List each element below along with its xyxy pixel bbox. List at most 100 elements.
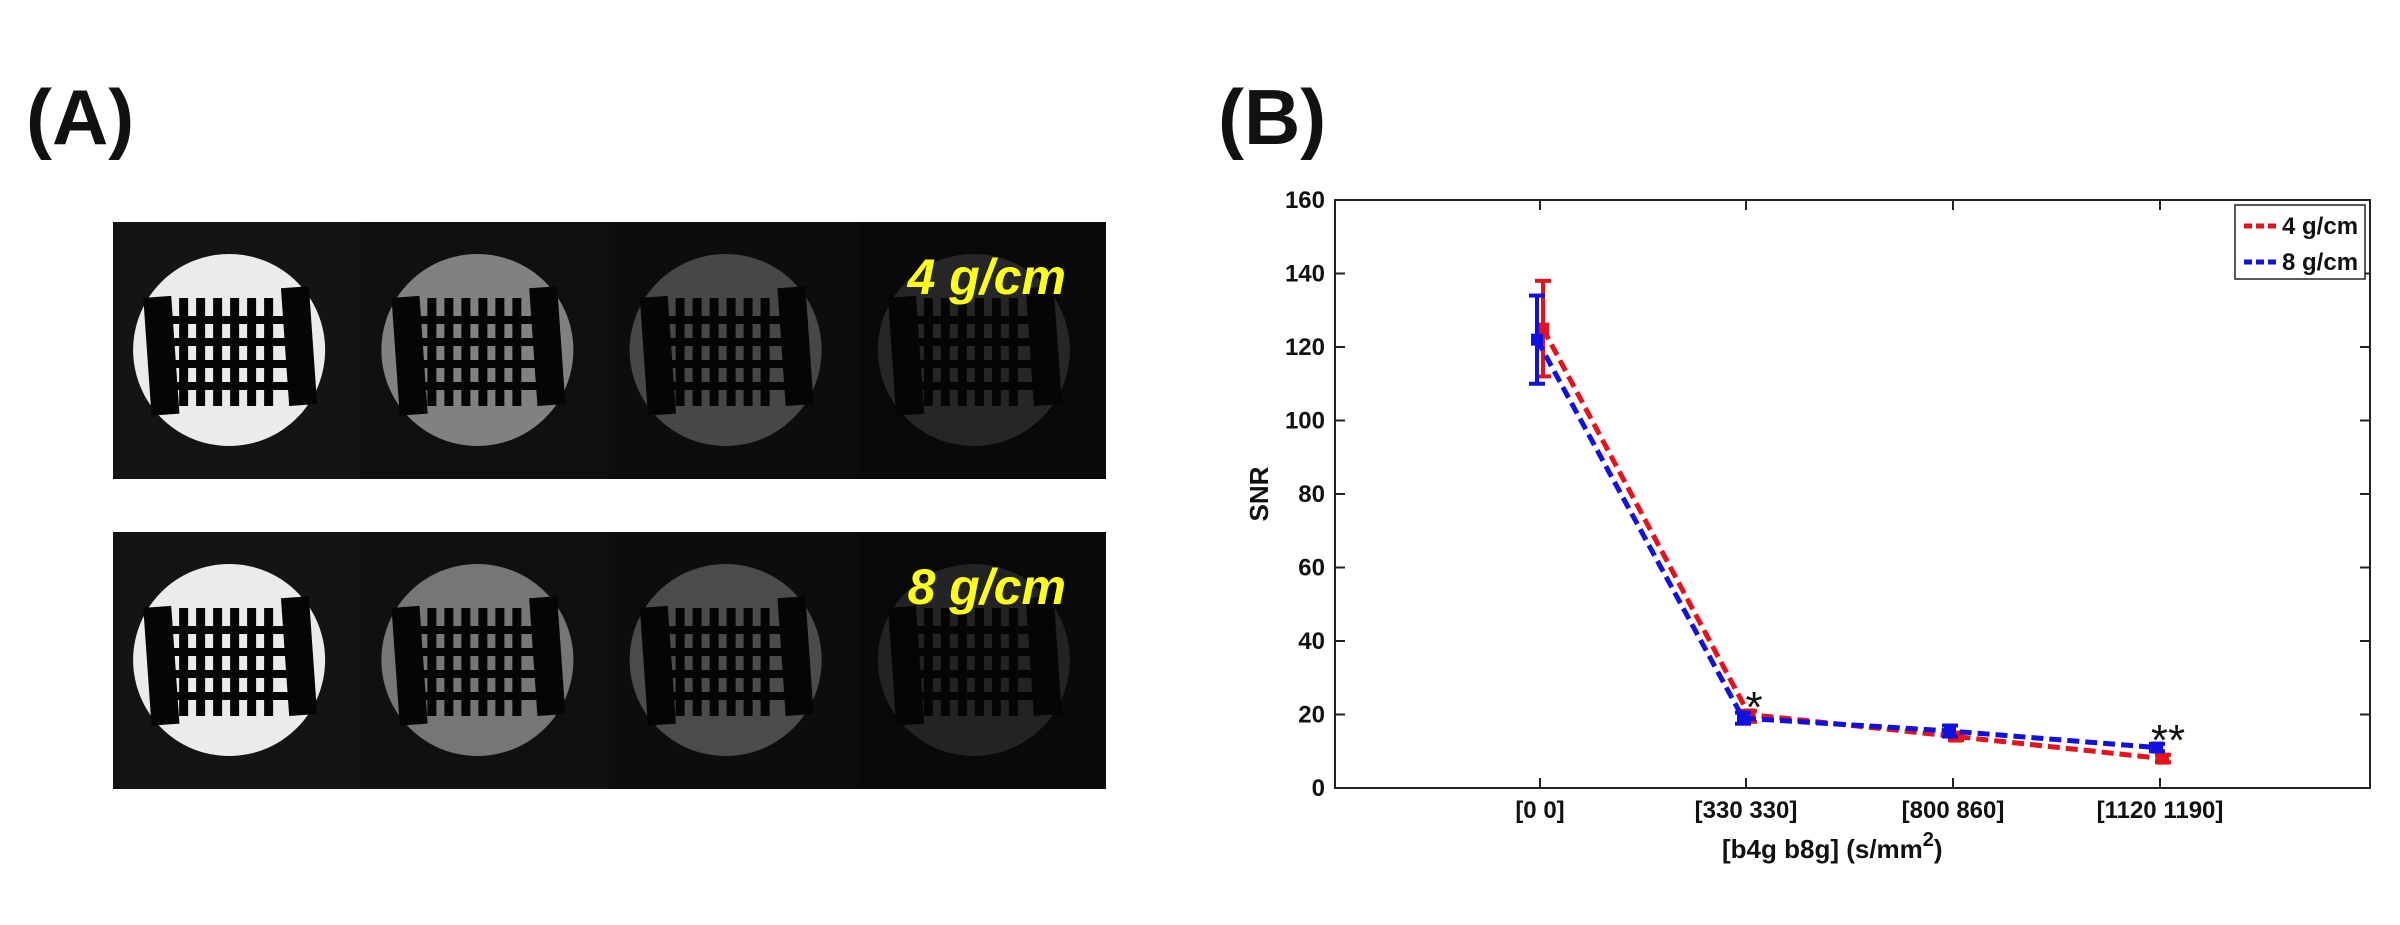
phantom-bar <box>665 316 786 324</box>
phantom-bar <box>417 360 538 368</box>
phantom-bar <box>913 316 1034 324</box>
phantom-bar <box>495 608 505 716</box>
phantom-bar <box>230 298 240 406</box>
phantom-bar <box>743 298 753 406</box>
phantom-bar <box>913 338 1034 346</box>
phantom-bar <box>913 382 1034 390</box>
phantom-bar <box>675 298 685 406</box>
mri-strip-8gcm: 8 g/cm <box>113 532 1106 789</box>
phantom-block <box>777 596 814 716</box>
phantom-bar <box>760 298 770 406</box>
x-tick-label: [1120 1190] <box>2097 797 2224 824</box>
phantom-bar <box>461 608 471 716</box>
series-layer <box>1529 278 2171 765</box>
phantom-bar <box>512 608 522 716</box>
phantom-bar <box>913 626 1034 634</box>
y-tick-label: 20 <box>1298 702 1325 729</box>
phantom-bar <box>665 648 786 656</box>
phantom-bar <box>461 298 471 406</box>
strip-label: 4 g/cm <box>907 249 1066 305</box>
annotation-layer: *** <box>1745 683 2185 765</box>
phantom-bar <box>665 692 786 700</box>
phantom-block <box>529 596 566 716</box>
phantom-bar <box>213 298 223 406</box>
phantom-bar <box>427 608 437 716</box>
phantom-bar <box>913 692 1034 700</box>
y-tick-label: 140 <box>1285 261 1325 288</box>
phantom-bar <box>665 338 786 346</box>
phantom-bar <box>417 382 538 390</box>
phantom-image <box>113 222 362 479</box>
phantom-bar <box>417 692 538 700</box>
phantom-bar <box>230 608 240 716</box>
phantom-bar <box>444 608 454 716</box>
significance-marker: * <box>1745 683 1762 732</box>
phantom-bar <box>913 670 1034 678</box>
phantom-bar <box>974 298 984 406</box>
phantom-bar <box>417 316 538 324</box>
phantom-image <box>361 532 610 789</box>
phantom-bar <box>991 298 1001 406</box>
x-tick-label: [330 330] <box>1695 797 1798 824</box>
phantom-bar <box>665 626 786 634</box>
data-point <box>1531 333 1543 346</box>
phantom-bar <box>169 626 290 634</box>
phantom-bar <box>913 648 1034 656</box>
phantom-bar <box>427 298 437 406</box>
x-axis-ticks: [0 0] [330 330] [800 860] [1120 1190] <box>1515 200 2223 824</box>
phantom-bar <box>923 608 933 716</box>
phantom-bar <box>665 670 786 678</box>
phantom-bar <box>478 298 488 406</box>
phantom-bar <box>417 648 538 656</box>
phantom-bar <box>940 608 950 716</box>
phantom-bar <box>417 670 538 678</box>
legend: 4 g/cm 8 g/cm <box>2234 204 2366 280</box>
mri-images <box>113 532 1106 789</box>
phantom-bar <box>196 298 206 406</box>
phantom-bar <box>1008 608 1018 716</box>
phantom-bar <box>957 608 967 716</box>
series-line <box>1534 338 2158 751</box>
y-tick-label: 60 <box>1298 555 1325 582</box>
phantom-bar <box>760 608 770 716</box>
phantom-bar <box>726 298 736 406</box>
phantom-bar <box>169 338 290 346</box>
x-tick-label: [800 860] <box>1902 797 2005 824</box>
phantom-bar <box>417 626 538 634</box>
legend-box <box>2234 204 2366 280</box>
data-point <box>1737 712 1749 725</box>
panel-a-label: (A) <box>26 73 135 161</box>
series-0 <box>1535 278 2171 765</box>
phantom-bar <box>692 608 702 716</box>
phantom-bar <box>264 298 274 406</box>
phantom-block <box>529 286 566 406</box>
series-1 <box>1529 293 2165 754</box>
phantom-image <box>857 532 1106 789</box>
phantom-block <box>280 286 318 406</box>
data-point <box>1537 322 1549 335</box>
phantom-bar <box>665 382 786 390</box>
phantom-bar <box>247 608 257 716</box>
phantom-bar <box>213 608 223 716</box>
phantom-bar <box>495 298 505 406</box>
mri-strip-4gcm: 4 g/cm <box>113 222 1106 479</box>
phantom-bar <box>692 298 702 406</box>
phantom-bar <box>923 298 933 406</box>
phantom-bar <box>169 692 290 700</box>
phantom-bar <box>940 298 950 406</box>
phantom-bar <box>179 608 189 716</box>
y-tick-label: 160 <box>1285 187 1325 214</box>
phantom-block <box>280 596 318 716</box>
panel-b-label: (B) <box>1218 73 1327 161</box>
phantom-bar <box>913 360 1034 368</box>
phantom-block <box>1025 596 1062 716</box>
phantom-bar <box>169 316 290 324</box>
phantom-bar <box>169 648 290 656</box>
data-point <box>1944 725 1956 738</box>
phantom-bar <box>478 608 488 716</box>
y-tick-label: 100 <box>1285 408 1325 435</box>
phantom-bar <box>196 608 206 716</box>
phantom-bar <box>665 360 786 368</box>
phantom-bar <box>512 298 522 406</box>
phantom-image <box>361 222 610 479</box>
